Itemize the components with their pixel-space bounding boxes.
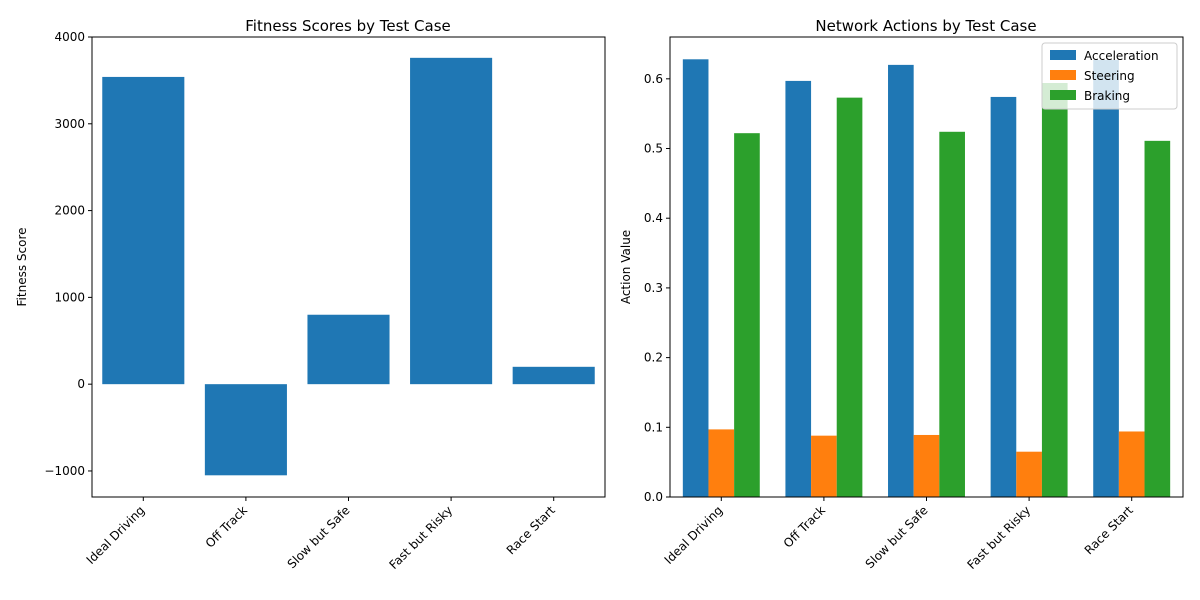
x-tick-label: Race Start [504,503,558,557]
x-tick-label: Slow but Safe [863,503,931,571]
y-tick-label: 0.5 [644,142,663,156]
bar [204,384,287,476]
y-tick-label: 0.1 [644,420,663,434]
bars-layer [102,57,595,476]
y-tick-label: 4000 [54,30,85,44]
y-tick-label: 0.0 [644,490,663,504]
legend-swatch [1050,90,1076,100]
x-tick-label: Fast but Risky [964,503,1033,572]
x-ticks: Ideal Driving Off Track Slow but Safe Fast … [662,497,1136,572]
y-axis-label: Action Value [619,230,633,304]
y-tick-label: 0 [77,377,85,391]
chart-title: Fitness Scores by Test Case [245,17,451,35]
x-tick-label: Race Start [1082,503,1136,557]
y-tick-label: 0.3 [644,281,663,295]
y-tick-label: −1000 [44,464,85,478]
bars-layer [682,59,1171,498]
y-tick-label: 0.2 [644,351,663,365]
bar-acceleration [888,64,914,497]
y-tick-label: 0.6 [644,72,663,86]
y-tick-label: 0.4 [644,211,663,225]
bar-steering [811,435,837,497]
legend-label: Steering [1084,69,1135,83]
bar [307,314,390,385]
y-axis-label: Fitness Score [15,228,29,307]
plot-frame [669,36,1184,498]
x-tick-label: Off Track [203,503,250,550]
x-tick-label: Off Track [781,503,828,550]
y-tick-label: 1000 [54,290,85,304]
bar-steering [913,434,940,497]
bar-steering [1118,431,1145,497]
bar-acceleration [990,96,1017,497]
bar-braking [1041,83,1068,497]
y-ticks: −1000 0 1000 2000 3000 4000 [44,30,92,478]
x-tick-label: Fast but Risky [386,503,455,572]
bar [102,76,185,385]
chart-title: Network Actions by Test Case [815,17,1036,35]
bar-steering [1016,451,1042,497]
y-ticks: 0.0 0.1 0.2 0.3 0.4 0.5 0.6 [644,72,670,504]
bar [410,57,493,385]
bar-braking [734,133,760,497]
x-tick-label: Slow but Safe [285,503,353,571]
y-tick-label: 2000 [54,204,85,218]
x-tick-label: Ideal Driving [84,503,148,567]
legend-swatch [1050,50,1076,60]
bar-acceleration [1093,60,1119,497]
legend-label: Braking [1084,89,1130,103]
x-tick-label: Ideal Driving [662,503,726,567]
bar-braking [836,97,863,498]
x-ticks: Ideal Driving Off Track Slow but Safe Fast … [84,497,558,572]
bar-braking [939,131,965,497]
legend-label: Acceleration [1084,49,1159,63]
bar-acceleration [682,59,709,497]
legend-swatch [1050,70,1076,80]
legend: Acceleration Steering Braking [1041,42,1178,110]
fitness-scores-chart: Fitness Scores by Test Case Fitness Scor… [15,17,606,572]
bar [512,366,595,385]
network-actions-chart: Network Actions by Test Case Action Valu… [619,17,1184,572]
bar-steering [708,429,735,497]
plot-frame [91,36,606,498]
y-tick-label: 3000 [54,117,85,131]
bar-braking [1144,140,1171,497]
bar-acceleration [785,80,812,497]
